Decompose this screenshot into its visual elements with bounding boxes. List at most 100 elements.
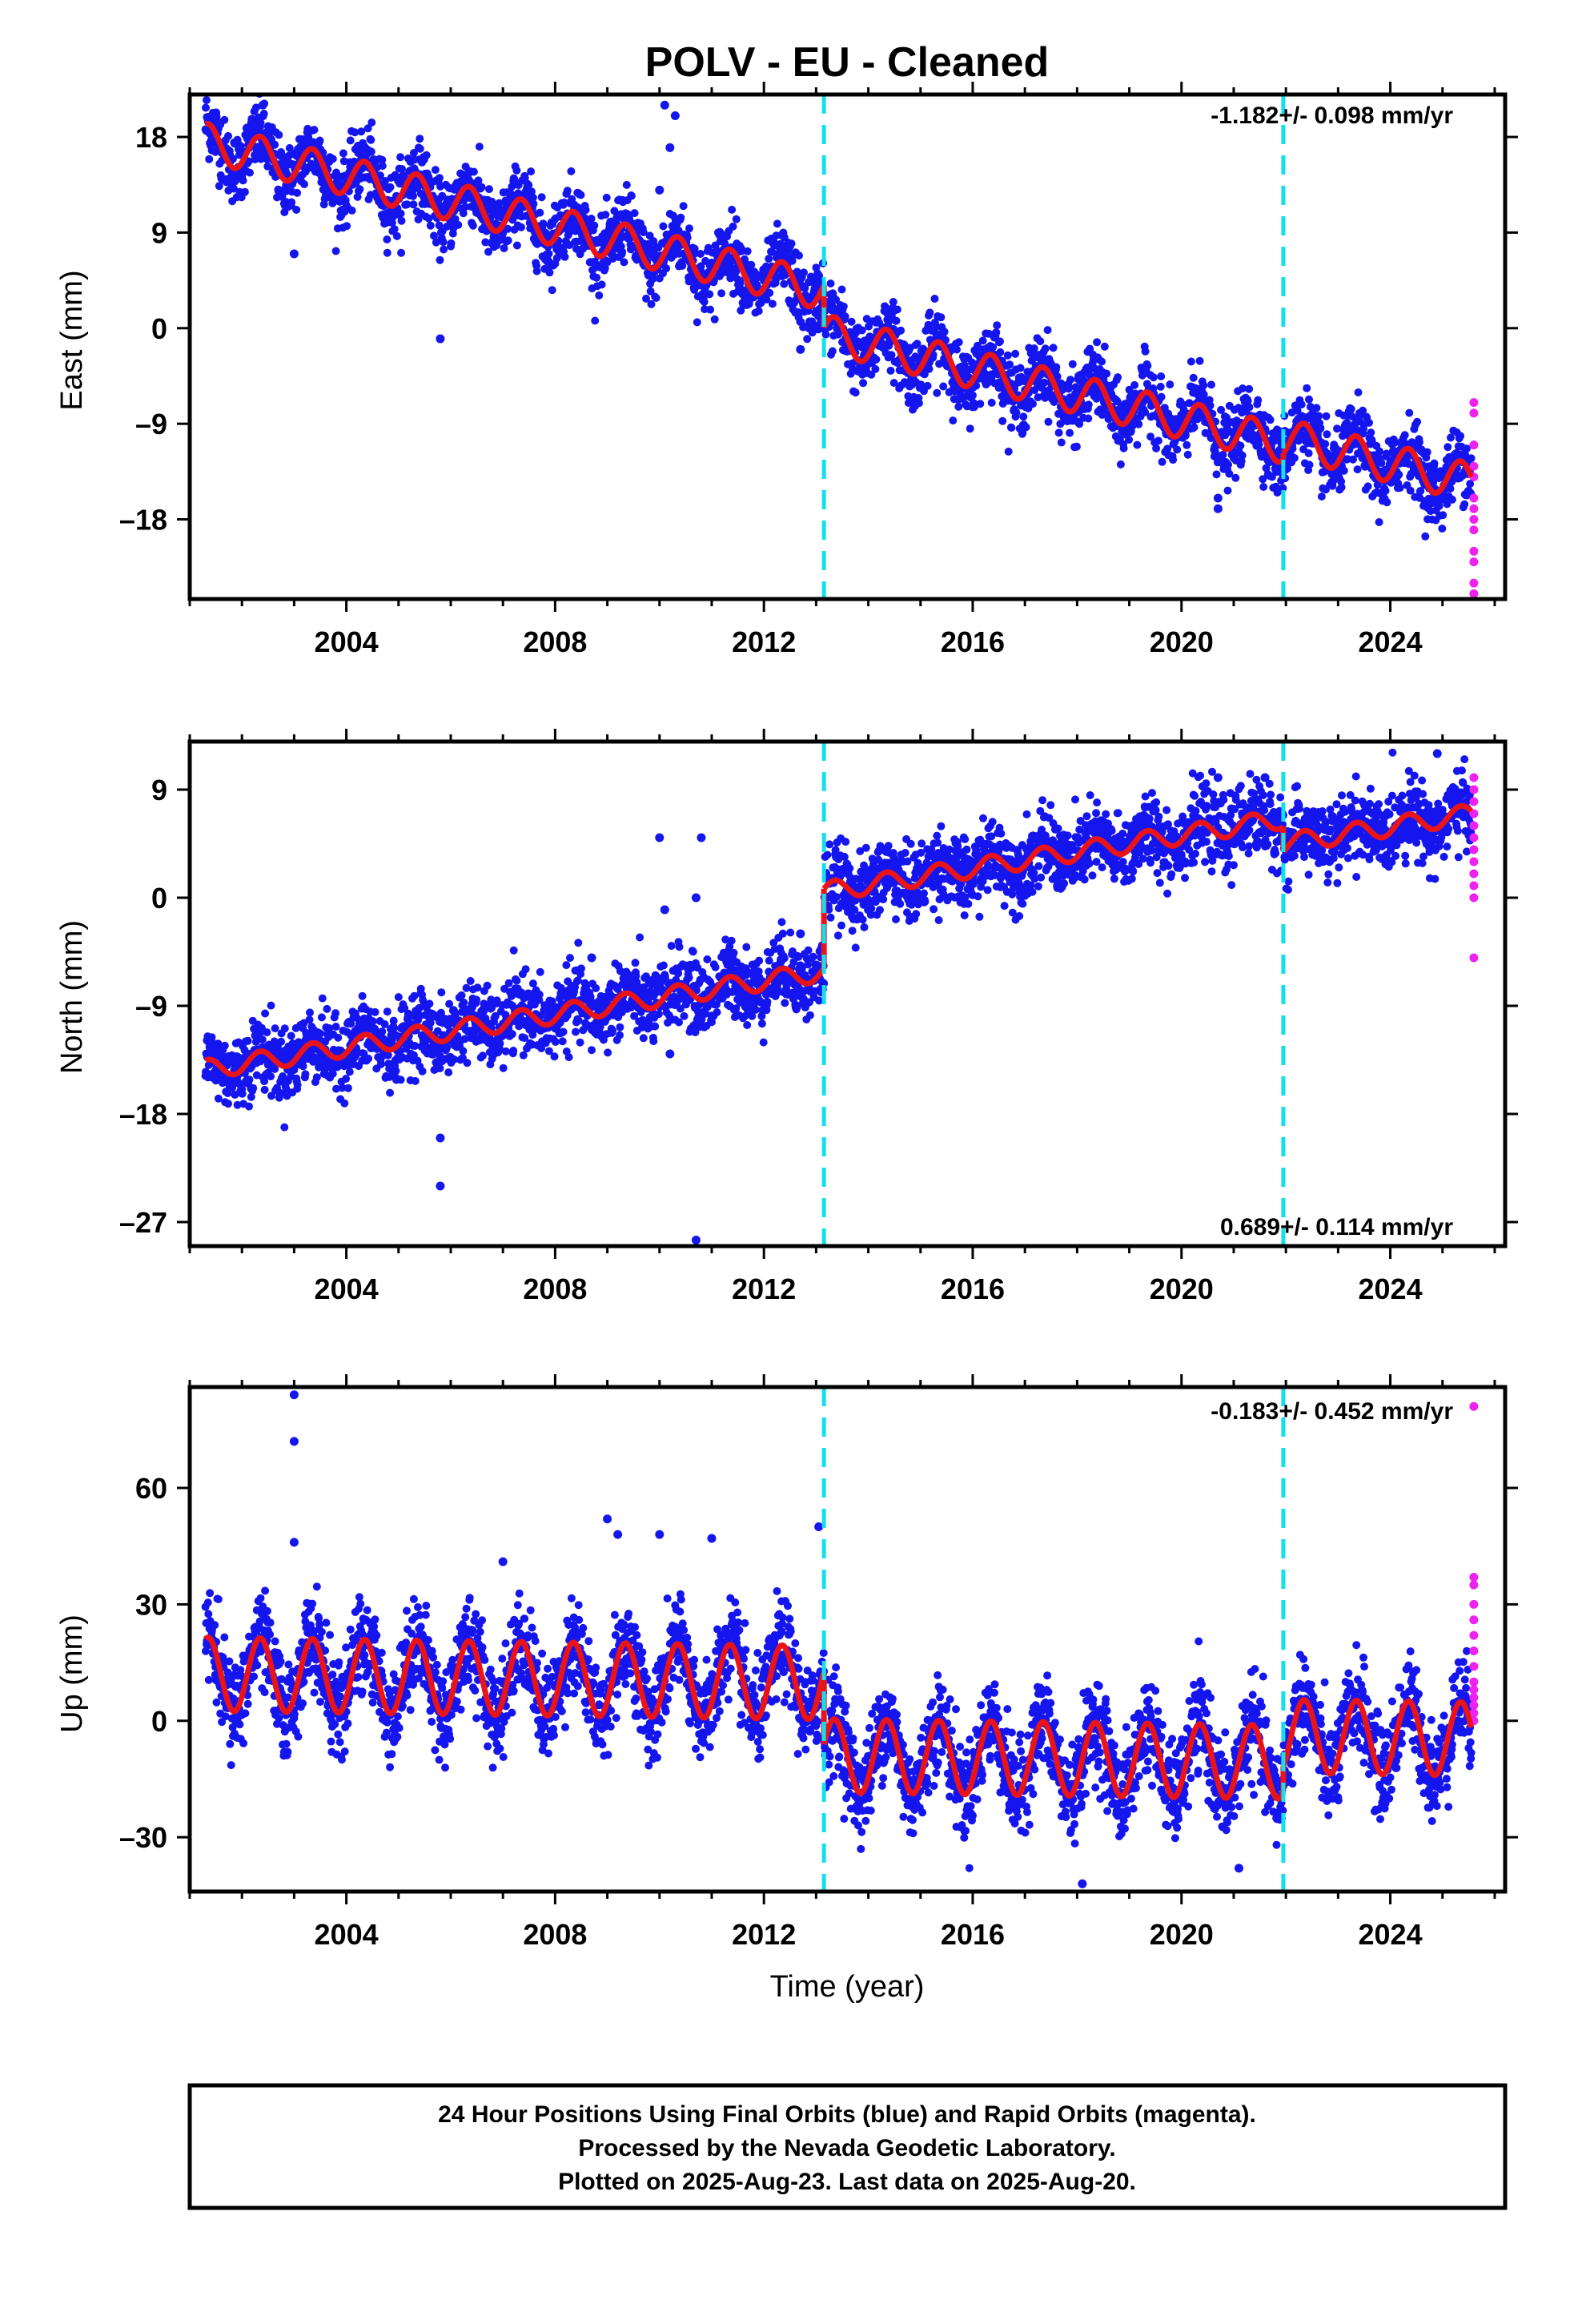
data-point — [576, 191, 585, 199]
data-point — [768, 247, 777, 256]
data-point — [454, 220, 463, 229]
data-point — [214, 1094, 223, 1103]
data-point — [315, 136, 324, 145]
data-point — [551, 1038, 560, 1046]
data-point — [368, 1017, 377, 1026]
data-point — [342, 1075, 351, 1083]
data-point — [1113, 397, 1122, 406]
data-point — [560, 252, 569, 261]
data-point — [887, 351, 896, 360]
data-point — [727, 936, 736, 945]
data-point — [659, 961, 668, 970]
rapid-point — [1469, 515, 1479, 525]
data-point — [390, 225, 399, 234]
data-point — [937, 313, 946, 322]
data-point — [240, 1046, 249, 1055]
data-point — [576, 1038, 584, 1047]
data-point — [654, 1010, 663, 1019]
data-point — [1347, 404, 1355, 413]
data-point — [499, 1063, 508, 1072]
data-point — [1231, 473, 1240, 482]
data-point — [479, 1051, 487, 1060]
rapid-point — [1469, 461, 1479, 471]
data-point — [596, 1023, 604, 1031]
data-point — [821, 330, 830, 339]
data-point — [667, 942, 676, 951]
data-point — [976, 400, 985, 408]
data-point — [1217, 405, 1226, 414]
data-point — [1339, 466, 1348, 475]
east-model-segment-2 — [821, 314, 1286, 465]
data-point — [1430, 459, 1439, 468]
data-point — [732, 215, 741, 223]
data-point — [418, 1067, 427, 1076]
data-point — [383, 1051, 392, 1059]
north-plot-content — [201, 748, 1479, 1244]
data-point — [340, 1099, 349, 1108]
data-point — [627, 191, 636, 200]
data-point — [847, 317, 856, 326]
data-point — [509, 946, 518, 955]
data-point — [331, 247, 340, 255]
data-point — [483, 981, 492, 990]
data-point — [728, 205, 737, 214]
data-point — [224, 131, 232, 140]
data-point — [1053, 372, 1062, 381]
data-point — [1066, 428, 1074, 437]
data-point — [773, 219, 781, 228]
outlier-point — [1213, 493, 1223, 503]
data-point — [1019, 412, 1028, 421]
data-point — [706, 305, 715, 314]
x-tick-label: 2016 — [941, 625, 1005, 658]
data-point — [651, 1022, 660, 1031]
data-point — [256, 119, 265, 127]
data-point — [1134, 420, 1143, 428]
data-point — [889, 298, 897, 306]
data-point — [573, 976, 582, 985]
data-point — [439, 238, 448, 247]
data-point — [646, 287, 655, 296]
data-point — [233, 1100, 242, 1109]
data-point — [1173, 445, 1182, 454]
outlier-point — [670, 111, 680, 121]
data-point — [517, 223, 525, 231]
data-point — [710, 315, 719, 324]
data-point — [871, 364, 880, 373]
rapid-point — [1469, 525, 1479, 535]
data-point — [1305, 395, 1313, 404]
data-point — [460, 1035, 469, 1043]
data-point — [301, 1070, 310, 1079]
data-point — [339, 149, 347, 158]
data-point — [447, 239, 456, 247]
data-point — [501, 1047, 510, 1055]
data-point — [460, 998, 468, 1007]
data-point — [970, 403, 978, 412]
data-point — [636, 933, 644, 942]
data-point — [904, 399, 913, 408]
data-point — [475, 143, 484, 151]
data-point — [893, 305, 901, 314]
data-point — [1359, 406, 1367, 415]
data-point — [205, 155, 214, 163]
data-point — [642, 294, 650, 303]
data-point — [380, 1020, 389, 1028]
data-point — [897, 326, 905, 335]
data-point — [548, 997, 556, 1006]
data-point — [1349, 455, 1357, 464]
east-plot-content — [201, 94, 1479, 598]
data-point — [996, 348, 1005, 356]
data-point — [396, 153, 405, 162]
data-point — [602, 193, 611, 202]
data-point — [1297, 400, 1306, 409]
data-point — [1007, 424, 1016, 432]
data-point — [566, 954, 574, 963]
data-point — [334, 1033, 343, 1042]
data-point — [443, 1043, 452, 1051]
data-point — [247, 1092, 255, 1101]
data-point — [772, 275, 781, 283]
data-point — [355, 185, 364, 194]
data-point — [332, 1084, 340, 1093]
data-point — [998, 416, 1007, 425]
